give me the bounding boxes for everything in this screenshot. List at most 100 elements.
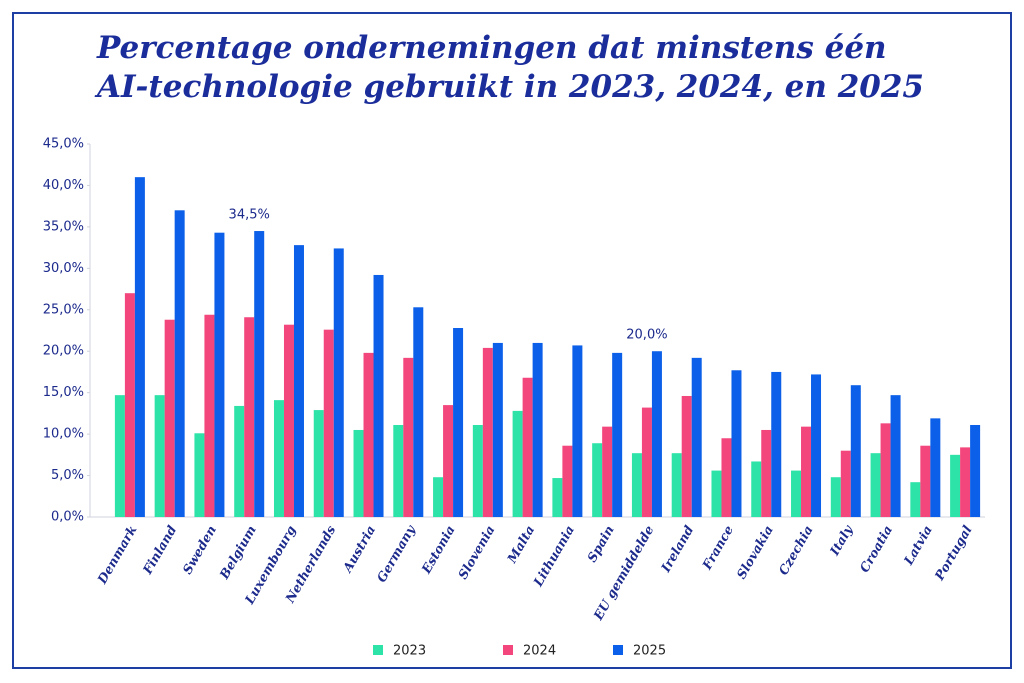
bar — [970, 424, 981, 517]
bar — [641, 407, 652, 517]
x-tick-label: Austria — [339, 523, 378, 576]
bar — [751, 461, 762, 517]
bar — [910, 482, 921, 517]
value-label: 20,0% — [626, 328, 667, 343]
bar — [472, 424, 483, 517]
x-tick-label: France — [699, 523, 737, 573]
bar — [761, 429, 772, 517]
bar — [214, 232, 225, 518]
bar — [244, 317, 255, 517]
bar — [960, 447, 971, 517]
bar — [363, 352, 374, 517]
bar — [771, 371, 782, 517]
bar — [204, 314, 215, 517]
bar — [671, 453, 682, 517]
bar — [492, 342, 503, 517]
x-tick-label: Malta — [503, 523, 537, 566]
bar — [393, 424, 404, 517]
bar — [114, 395, 125, 517]
bar — [124, 293, 135, 517]
bar — [811, 374, 822, 517]
bar — [254, 231, 265, 518]
y-tick-label: 45,0% — [43, 137, 84, 152]
chart-title: Percentage ondernemingen dat minstens éé… — [96, 30, 887, 66]
y-tick-label: 15,0% — [43, 385, 84, 400]
legend-swatch — [373, 645, 383, 655]
bar — [164, 319, 175, 517]
bar — [403, 357, 414, 517]
bar — [631, 453, 642, 517]
legend-swatch — [613, 645, 623, 655]
x-tick-label: Estonia — [418, 523, 458, 577]
x-tick-label: Belgium — [216, 523, 259, 583]
x-tick-label: Czechia — [775, 523, 815, 578]
bar — [721, 438, 732, 517]
bar — [731, 370, 742, 517]
x-tick-label: Ireland — [657, 523, 696, 576]
bar — [920, 445, 931, 517]
y-tick-label: 10,0% — [43, 427, 84, 442]
y-tick-label: 5,0% — [51, 468, 84, 483]
bar — [890, 395, 901, 517]
y-tick-label: 20,0% — [43, 344, 84, 359]
bar — [194, 433, 205, 517]
bar — [373, 274, 384, 517]
bar — [313, 410, 324, 517]
frame — [12, 12, 1012, 669]
bar — [791, 470, 802, 517]
chart-title: AI-technologie gebruikt in 2023, 2024, e… — [94, 69, 924, 105]
bar — [651, 351, 662, 517]
y-tick-label: 30,0% — [43, 261, 84, 276]
bar — [532, 342, 543, 517]
bar — [482, 347, 493, 517]
bar — [880, 423, 891, 517]
bar — [413, 307, 424, 517]
bar — [711, 470, 722, 517]
x-tick-label: Spain — [584, 523, 617, 565]
bar — [293, 245, 304, 517]
bar — [930, 418, 941, 517]
x-tick-label: Italy — [826, 522, 856, 558]
x-tick-label: Latvia — [900, 523, 935, 568]
bar — [950, 454, 961, 517]
y-tick-label: 40,0% — [43, 178, 84, 193]
bar — [443, 405, 454, 517]
bar — [840, 450, 851, 517]
bar — [592, 443, 603, 517]
bar — [273, 400, 284, 517]
legend-label: 2023 — [393, 644, 426, 659]
bar — [602, 426, 613, 517]
x-tick-label: Slovakia — [733, 523, 775, 582]
bar — [174, 210, 185, 518]
bar — [691, 357, 702, 517]
x-tick-label: Croatia — [856, 523, 895, 575]
legend-label: 2024 — [523, 644, 556, 659]
bar — [154, 395, 165, 517]
x-tick-label: Portugal — [931, 523, 975, 584]
y-tick-label: 0,0% — [51, 510, 84, 525]
bar — [433, 477, 444, 517]
legend-swatch — [503, 645, 513, 655]
bar — [522, 377, 533, 517]
bar — [512, 410, 523, 517]
bar — [830, 477, 841, 517]
y-tick-label: 25,0% — [43, 302, 84, 317]
bar — [234, 405, 245, 517]
bar — [453, 328, 464, 517]
bar — [283, 324, 294, 517]
bar — [850, 385, 861, 517]
y-tick-label: 35,0% — [43, 219, 84, 234]
bar — [134, 177, 145, 517]
legend-label: 2025 — [633, 644, 666, 659]
x-tick-label: Sweden — [179, 523, 219, 577]
bar — [562, 445, 573, 517]
bar — [801, 426, 812, 517]
bar — [353, 429, 364, 517]
bar — [870, 453, 881, 517]
bar — [333, 248, 344, 517]
bar — [681, 395, 692, 517]
x-tick-label: Finland — [139, 523, 179, 578]
x-tick-label: Slovenia — [455, 523, 498, 582]
